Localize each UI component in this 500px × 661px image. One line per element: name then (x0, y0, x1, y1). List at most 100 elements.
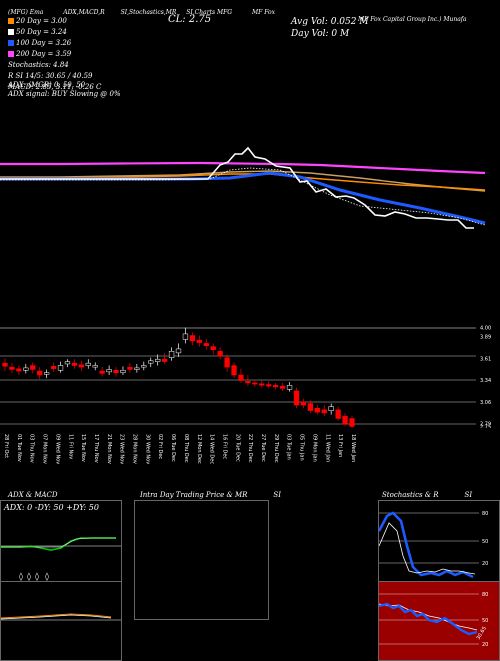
candle-body (245, 381, 251, 384)
rsi-white-line (379, 603, 478, 631)
adx-signal-line (1, 537, 116, 548)
ema-brown-line (0, 170, 486, 192)
candle-body (161, 358, 168, 362)
candle-body (106, 369, 112, 373)
macd-line (1, 613, 112, 619)
date-label: 17 Thu Nov (93, 434, 99, 463)
rsi-axis-20: 20 (482, 642, 488, 648)
rsi-panel: 80 50 20 30.65 (378, 581, 500, 661)
legend-ema100-label: 100 Day = 3.26 (16, 39, 72, 47)
adx-line: ADX: (MGR) 0, 50, 50 (8, 81, 86, 89)
adx-marker-4: ◊ (45, 572, 49, 581)
date-label: 01 Tue Nov (16, 434, 22, 462)
macd-panel (0, 581, 122, 661)
header-seg-2: ADX,MACD,R (63, 9, 105, 16)
candle-body (335, 409, 341, 419)
price-axis-label: 3.34 (480, 378, 491, 384)
candle-body (16, 368, 22, 372)
legend-ema100: 100 Day = 3.26 (8, 38, 101, 49)
legend-ema20: 20 Day = 3.00 (8, 16, 101, 27)
price-axis-label: 2.75 (480, 424, 491, 428)
date-label: 09 Mon Jan (311, 434, 317, 462)
close-label: CL: 2.75 (168, 14, 212, 25)
swatch-ema200 (8, 51, 14, 57)
candle-body (134, 367, 140, 370)
price-line (0, 146, 474, 229)
date-label: 03 Tue Jan (286, 434, 292, 460)
date-label: 20 Tue Dec (234, 434, 240, 462)
date-label: 27 Tue Dec (260, 434, 266, 462)
swatch-ema20 (8, 18, 14, 24)
stoch-axis-80: 80 (482, 511, 488, 517)
rsi-blue-line (379, 602, 478, 636)
candle-body (57, 365, 64, 371)
candle-body (203, 343, 209, 347)
date-label: 11 Wed Jan (324, 434, 330, 462)
date-label: 07 Mon Nov (42, 434, 48, 464)
date-label: 28 Fri Oct (3, 434, 9, 458)
date-label: 05 Thu Jan (299, 434, 305, 461)
candle-body (148, 360, 154, 364)
candle-body (342, 415, 348, 425)
header-seg-4: SI,Charts MFG (186, 9, 233, 16)
candle-body (141, 365, 147, 368)
candle-body (328, 406, 334, 411)
price-axis-label: 4.00 (480, 326, 491, 332)
date-label: 13 Fri Jan (337, 434, 343, 457)
ema-chart (0, 146, 486, 229)
date-label: 16 Fri Dec (221, 434, 227, 459)
date-label: 28 Mon Nov (132, 434, 138, 464)
intraday-title-text: Intra Day Trading Price & MR (140, 491, 248, 499)
candle-body (99, 370, 105, 374)
stoch-si-text: SI (464, 491, 473, 499)
date-label: 08 Thu Dec (183, 434, 189, 463)
adx-marker-3: ◊ (35, 572, 39, 581)
candle-body (217, 351, 223, 357)
macd-signal-line (1, 614, 112, 620)
candle-body (120, 370, 126, 373)
header-seg-5: MF Fox (252, 9, 276, 16)
stoch-title-text: Stochastics & R (382, 491, 439, 499)
header-seg-3: SI,Stochastics,MR (120, 9, 177, 16)
ema200-line (0, 161, 486, 175)
candle-body (259, 383, 265, 386)
date-axis: 28 Fri Oct 01 Tue Nov 03 Thu Nov 07 Mon Nov… (3, 434, 356, 464)
stoch-axis-20: 20 (482, 561, 488, 567)
candle-body (300, 401, 307, 406)
candle-body (175, 348, 182, 354)
candle-body (78, 364, 84, 368)
symbol-caption: MF Fox Capital Group Inc.) Munafa (358, 16, 467, 23)
candle-body (92, 365, 98, 368)
adx-plot: ◊ ◊ ◊ ◊ (1, 537, 121, 581)
candle-body (314, 407, 320, 413)
candle-body (210, 346, 216, 350)
legend-ema20-label: 20 Day = 3.00 (16, 17, 67, 25)
candle-body (64, 361, 71, 365)
ema-legend: 20 Day = 3.00 50 Day = 3.24 100 Day = 3.… (8, 16, 101, 93)
legend-ema50: 50 Day = 3.24 (8, 27, 101, 38)
candle-body (224, 357, 230, 368)
candle-body (43, 372, 50, 375)
candle-body (307, 403, 314, 411)
date-label: 06 Tue Dec (170, 434, 176, 462)
candle-body (273, 385, 279, 388)
date-label: 18 Wed Jan (350, 434, 356, 462)
candle-body (182, 333, 189, 340)
date-label: 11 Fri Nov (67, 434, 73, 459)
candle-body (196, 339, 202, 343)
legend-ema200-label: 200 Day = 3.59 (16, 50, 72, 58)
avg-vol: Avg Vol: 0.052 M (291, 17, 369, 27)
day-vol: Day Vol: 0 M (291, 29, 350, 39)
price-axis-label: 2.79 (480, 421, 491, 427)
swatch-ema100 (8, 40, 14, 46)
date-label: 09 Wed Nov (54, 434, 60, 464)
candle-body (37, 370, 43, 376)
candle-body (113, 370, 119, 373)
intraday-si-text: SI (273, 491, 281, 499)
date-label: 22 Thu Dec (247, 434, 253, 463)
rsi-axis-80: 80 (482, 592, 488, 598)
rsi-plot: 80 50 20 30.65 (379, 592, 488, 648)
adx-markers: ◊ ◊ ◊ ◊ (19, 572, 49, 581)
stoch-blue-line (379, 511, 474, 579)
candle-body (85, 362, 91, 366)
